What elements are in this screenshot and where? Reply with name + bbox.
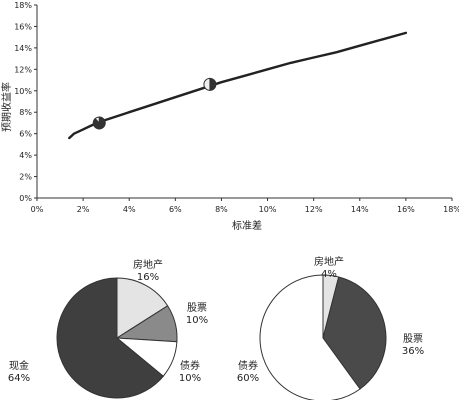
marker-0-wedge-1 bbox=[94, 116, 100, 125]
x-tick-label: 16% bbox=[397, 205, 415, 214]
pie-slice-value: 64% bbox=[8, 373, 30, 384]
portfolio-marker bbox=[203, 77, 217, 91]
pie-slice-label: 房地产 bbox=[133, 258, 163, 271]
marker-1-wedge-1 bbox=[203, 77, 211, 91]
pie-slice-value: 16% bbox=[137, 272, 159, 283]
x-tick-label: 2% bbox=[77, 205, 90, 214]
pie-slice-label: 房地产 bbox=[314, 255, 344, 268]
x-tick-labels: 0% 2% 4% 6% 8% 10% 12% 14% 16% 18% bbox=[31, 198, 459, 214]
y-tick-label: 10% bbox=[14, 87, 32, 96]
y-tick-label: 0% bbox=[19, 194, 32, 203]
x-tick-label: 4% bbox=[123, 205, 136, 214]
marker-1-wedge-0 bbox=[209, 77, 217, 91]
x-tick-label: 10% bbox=[259, 205, 277, 214]
y-axis-label: 预期收益率 bbox=[0, 82, 13, 132]
pie-slice-0 bbox=[116, 277, 169, 339]
y-tick-label: 6% bbox=[19, 130, 32, 139]
x-tick-label: 8% bbox=[215, 205, 228, 214]
pie-slice-label: 现金 bbox=[9, 359, 29, 372]
frontier-line bbox=[68, 31, 408, 140]
pie-slice-value: 10% bbox=[179, 373, 201, 384]
pie-slice-label: 债券 bbox=[238, 359, 258, 372]
y-tick-label: 4% bbox=[19, 151, 32, 160]
y-tick-labels: 0% 2% 4% 6% 8% 10% 12% 14% 16% 18% bbox=[14, 1, 37, 203]
y-tick-label: 14% bbox=[14, 44, 32, 53]
pie-slice-label: 债券 bbox=[180, 359, 200, 372]
pie-slice-label: 股票 bbox=[403, 333, 423, 345]
pie-slice-value: 4% bbox=[321, 269, 337, 280]
x-tick-label: 0% bbox=[31, 205, 44, 214]
pie-slice-1 bbox=[322, 276, 387, 390]
portfolio-markers bbox=[92, 77, 217, 130]
portfolio-marker bbox=[92, 116, 106, 130]
pie-slice-label: 股票 bbox=[187, 302, 207, 314]
x-tick-label: 6% bbox=[169, 205, 182, 214]
y-tick-label: 16% bbox=[14, 22, 32, 31]
efficient-frontier-chart: 0% 2% 4% 6% 8% 10% 12% 14% 16% 18% 0% 2% 4% 6% 8% 10% 1… bbox=[0, 1, 459, 232]
x-tick-label: 18% bbox=[443, 205, 459, 214]
pie-slice-3 bbox=[56, 277, 164, 399]
pie-slice-value: 60% bbox=[237, 373, 259, 384]
x-tick-label: 14% bbox=[351, 205, 369, 214]
pie-slice-value: 36% bbox=[402, 346, 424, 357]
x-axis-label: 标准差 bbox=[232, 219, 262, 232]
pie-slice-value: 10% bbox=[186, 315, 208, 326]
y-tick-label: 12% bbox=[14, 65, 32, 74]
x-tick-label: 12% bbox=[305, 205, 323, 214]
y-tick-label: 18% bbox=[14, 1, 32, 10]
y-tick-label: 2% bbox=[19, 173, 32, 182]
y-tick-label: 8% bbox=[19, 108, 32, 117]
